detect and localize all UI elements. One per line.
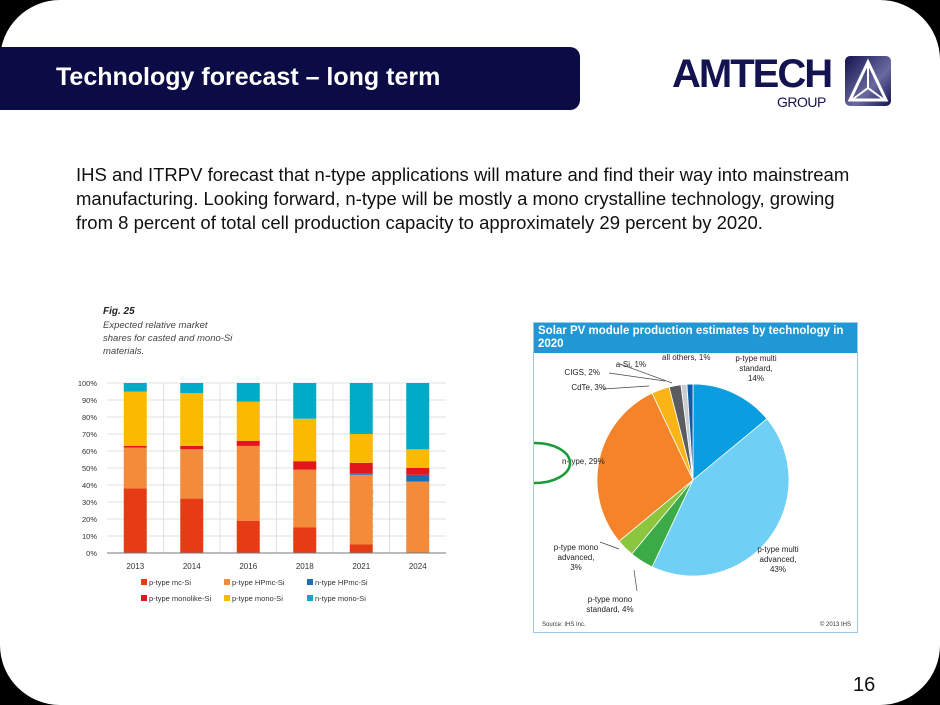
bar-segment: [236, 401, 260, 441]
bar-segment: [293, 469, 317, 528]
bar-segment: [236, 520, 260, 553]
bar-segment: [123, 447, 147, 489]
legend-swatch: [224, 595, 230, 601]
bar-segment: [180, 393, 204, 446]
bar-segment: [123, 445, 147, 448]
pie-label: CIGS, 2%: [564, 368, 600, 377]
bar-segment: [293, 527, 317, 553]
pie-chart: p-type multi standard, 14% p-type multi adva…: [534, 353, 851, 628]
page-number: 16: [853, 674, 876, 696]
legend-label: p-type monolike-Si: [149, 594, 211, 603]
legend-label: p-type mono-Si: [232, 594, 283, 603]
bar-segment: [180, 449, 204, 499]
bar-segment: [349, 474, 373, 545]
legend-label: p-type mc-Si: [149, 578, 191, 587]
fig-label: Fig. 25: [103, 306, 135, 317]
pie-slice: [596, 392, 694, 542]
bar-segment: [349, 434, 373, 463]
legend-swatch: [224, 579, 230, 585]
bar-segment: [406, 481, 430, 553]
legend-label: n-type HPmc-Si: [315, 578, 368, 587]
bar-segment: [406, 383, 430, 450]
y-tick-label: 70%: [82, 430, 97, 439]
pie-copyright: © 2013 IHS: [820, 621, 851, 628]
pie-label: CdTe, 3%: [571, 383, 606, 392]
x-tick-label: 2024: [409, 562, 427, 571]
pie-label: p-type multi standard, 14%: [735, 354, 777, 383]
leader-line: [608, 372, 666, 382]
bar-segment: [293, 383, 317, 419]
bar-segment: [180, 498, 204, 553]
pie-slice: [686, 383, 694, 481]
bar-segment: [180, 445, 204, 450]
pie-slice: [651, 418, 790, 577]
highlight-circle: [534, 441, 572, 485]
bar-segment: [123, 391, 147, 446]
legend-swatch: [307, 579, 313, 585]
x-tick-label: 2014: [183, 562, 201, 571]
bar-segment: [236, 440, 260, 446]
x-tick-label: 2021: [352, 562, 370, 571]
pie-source: Source: IHS Inc.: [542, 622, 586, 628]
logo-triangle-icon: [845, 56, 891, 106]
y-tick-label: 0%: [86, 549, 97, 558]
y-tick-label: 50%: [82, 464, 97, 473]
bar-segment: [236, 445, 260, 521]
pie-label: p-type mono advanced, 3%: [554, 543, 599, 572]
bar-segment: [123, 383, 147, 392]
y-tick-label: 20%: [82, 515, 97, 524]
pie-label: a-Si, 1%: [616, 360, 646, 369]
leader-line: [602, 385, 650, 390]
pie-label: n-type, 29%: [562, 457, 605, 466]
legend-swatch: [141, 579, 147, 585]
pie-chart-title: Solar PV module production estimates by …: [534, 323, 857, 353]
y-tick-label: 90%: [82, 396, 97, 405]
y-tick-label: 100%: [78, 379, 98, 388]
title-bar: Technology forecast – long term: [0, 47, 580, 110]
x-tick-label: 2016: [239, 562, 257, 571]
pie-label: all others, 1%: [662, 353, 710, 362]
leader-line: [619, 363, 673, 384]
bar-segment: [293, 461, 317, 470]
bar-segment: [406, 468, 430, 475]
slide-title: Technology forecast – long term: [56, 63, 441, 91]
pie-slice: [692, 383, 768, 481]
x-tick-label: 2018: [296, 562, 314, 571]
bar-segment: [406, 474, 430, 482]
legend-swatch: [141, 595, 147, 601]
leader-line: [633, 569, 638, 592]
bar-segment: [349, 544, 373, 553]
bar-chart-figure: Fig. 25 Expected relative market shares …: [76, 300, 466, 620]
bar-segment: [293, 418, 317, 462]
legend-swatch: [307, 595, 313, 601]
bar-segment: [349, 473, 373, 475]
logo-sub: GROUP: [777, 94, 826, 110]
leader-line: [599, 541, 620, 550]
x-tick-label: 2013: [126, 562, 144, 571]
y-tick-label: 30%: [82, 498, 97, 507]
legend-label: n-type mono-Si: [315, 594, 366, 603]
bar-chart-title: Expected relative market shares for cast…: [103, 320, 233, 357]
y-tick-label: 40%: [82, 481, 97, 490]
bar-segment: [180, 383, 204, 394]
pie-chart-figure: Solar PV module production estimates by …: [533, 322, 858, 633]
bar-segment: [406, 449, 430, 468]
bar-chart: 0%10%20%30%40%50%60%70%80%90%100%ITRPV 2…: [78, 379, 446, 603]
pie-label: p-type mono standard, 4%: [586, 595, 633, 614]
bar-segment: [349, 462, 373, 474]
pie-label: p-type multi advanced, 43%: [757, 545, 799, 574]
bar-segment: [349, 383, 373, 434]
bar-segment: [123, 488, 147, 553]
y-tick-label: 80%: [82, 413, 97, 422]
amtech-logo: AMTECH GROUP: [672, 54, 892, 112]
logo-word: AMTECH: [672, 52, 833, 96]
legend-label: p-type HPmc-Si: [232, 578, 285, 587]
bar-segment: [236, 383, 260, 402]
body-paragraph: IHS and ITRPV forecast that n-type appli…: [76, 164, 850, 233]
y-tick-label: 60%: [82, 447, 97, 456]
y-tick-label: 10%: [82, 532, 97, 541]
